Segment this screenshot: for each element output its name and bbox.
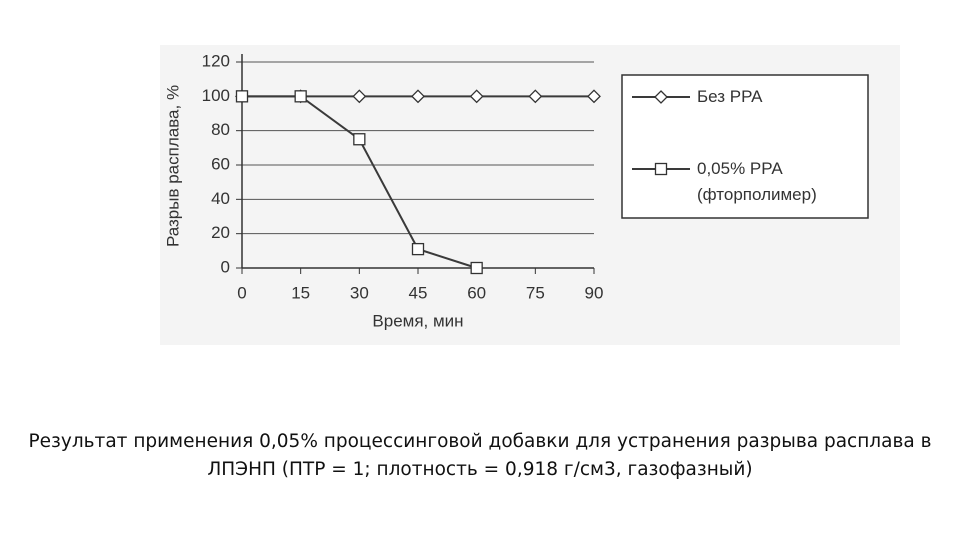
y-tick-label: 20 <box>211 223 230 242</box>
marker <box>528 89 543 104</box>
legend-label: Без PPA <box>697 87 763 106</box>
x-tick-label: 90 <box>585 283 604 302</box>
y-tick-label: 60 <box>211 154 230 173</box>
chart: Время, мин Разрыв расплава, % 0 20 40 60 80 1… <box>160 45 900 345</box>
legend-entry: 0,05% PPA (фторполимер) <box>697 159 817 204</box>
caption: Результат применения 0,05% процессингово… <box>28 431 932 480</box>
y-tick-label: 40 <box>211 189 230 208</box>
x-tick-label: 30 <box>350 283 369 302</box>
y-tick-label: 80 <box>211 120 230 139</box>
marker <box>294 90 307 103</box>
x-tick-label: 75 <box>526 283 545 302</box>
marker <box>353 133 366 146</box>
marker <box>654 90 668 104</box>
marker <box>352 89 367 104</box>
marker <box>235 90 249 103</box>
y-tick-label: 100 <box>202 86 230 105</box>
marker <box>470 261 483 275</box>
legend-entry: Без PPA <box>697 87 763 106</box>
y-axis-label: Разрыв расплава, % <box>163 85 182 247</box>
legend-label: 0,05% PPA (фторполимер) <box>697 159 817 204</box>
marker <box>411 89 425 104</box>
x-tick-label: 0 <box>237 283 246 302</box>
x-tick-label: 15 <box>291 283 310 302</box>
marker <box>411 242 425 256</box>
y-tick-label: 120 <box>202 51 230 70</box>
y-tick-label: 0 <box>221 257 230 276</box>
x-tick-label: 60 <box>467 283 486 302</box>
x-tick-label: 45 <box>409 283 428 302</box>
x-axis-label: Время, мин <box>372 311 463 330</box>
marker <box>469 89 484 104</box>
marker <box>654 162 668 176</box>
marker <box>587 89 601 104</box>
